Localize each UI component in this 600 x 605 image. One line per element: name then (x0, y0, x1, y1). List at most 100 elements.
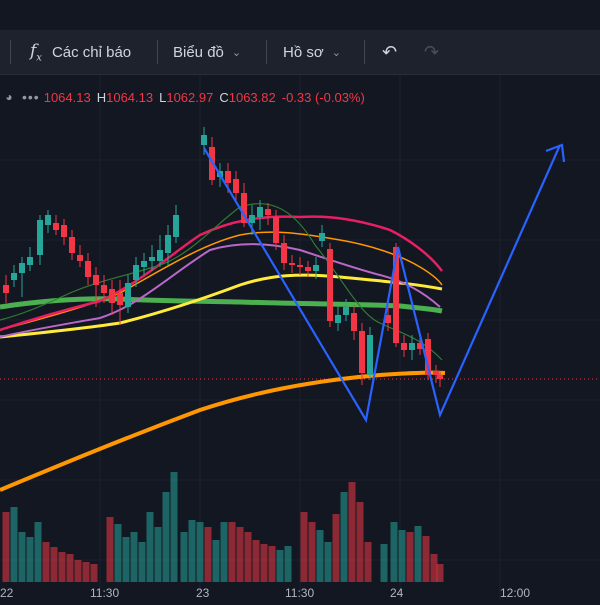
volume-bar (138, 542, 146, 582)
w-pattern-drawing[interactable] (203, 143, 566, 424)
candle-body (133, 265, 139, 280)
volume-bar (324, 542, 332, 582)
volume-bar (26, 537, 34, 582)
volume-bar (18, 532, 26, 582)
volume-bar (316, 530, 324, 582)
volume-bar (106, 517, 114, 582)
candle-body (297, 265, 303, 267)
volume-bar (390, 522, 398, 582)
arrow-head-icon (545, 143, 566, 163)
candle-body (117, 293, 123, 305)
volume-bar (348, 482, 356, 582)
candle-body (417, 343, 423, 349)
toolbar-separator (364, 40, 365, 64)
time-axis: 22 11:30 23 11:30 24 12:00 (0, 586, 600, 600)
candle-body (173, 215, 179, 237)
volume-bar (356, 502, 364, 582)
profile-menu-label: Hồ sơ (283, 43, 324, 61)
time-axis-label: 12:00 (500, 586, 531, 600)
volume-bar (244, 532, 252, 582)
volume-bar (340, 492, 348, 582)
volume-bars (2, 472, 444, 582)
volume-bar (2, 512, 10, 582)
candle-body (367, 335, 373, 375)
volume-bar (332, 514, 340, 582)
candlesticks (3, 127, 443, 387)
indicators-button[interactable]: fx Các chỉ báo (30, 30, 131, 74)
candle-body (409, 343, 415, 350)
undo-button[interactable]: ↶ (382, 30, 397, 74)
volume-bar (114, 524, 122, 582)
volume-bar (276, 550, 284, 582)
candle-body (85, 261, 91, 277)
candle-body (125, 283, 131, 307)
eye-icon[interactable]: ◕ (5, 90, 13, 104)
candle-body (37, 220, 43, 255)
chart-menu-button[interactable]: Biểu đồ ⌄ (173, 30, 241, 74)
volume-bar (50, 547, 58, 582)
indicators-label: Các chỉ báo (51, 43, 132, 61)
candle-body (313, 265, 319, 271)
time-axis-label: 11:30 (285, 586, 315, 600)
purple-moving-average (0, 243, 441, 338)
volume-bar (220, 522, 228, 582)
price-chart[interactable] (0, 75, 600, 600)
toolbar-separator (266, 40, 267, 64)
candle-body (265, 209, 271, 215)
undo-icon: ↶ (382, 41, 398, 62)
function-icon: fx (30, 40, 42, 64)
candle-body (93, 275, 99, 285)
volume-bar (252, 540, 260, 582)
volume-bar (300, 512, 308, 582)
volume-bar (236, 527, 244, 582)
volume-bar (42, 542, 50, 582)
candle-body (327, 249, 333, 321)
pink-moving-average (0, 215, 443, 332)
chart-menu-label: Biểu đồ (173, 43, 224, 61)
time-axis-label: 22 (0, 586, 14, 600)
volume-bar (188, 520, 196, 582)
change-value: -0.33 (-0.03%) (281, 89, 365, 105)
volume-bar (162, 492, 170, 582)
volume-bar (130, 532, 138, 582)
ohlc-legend: ◕ ••• 1064.13 H 1064.13 L 1062.97 C 1063… (0, 88, 365, 106)
volume-bar (228, 522, 236, 582)
volume-bar (380, 544, 388, 582)
profile-menu-button[interactable]: Hồ sơ ⌄ (283, 30, 341, 74)
redo-button[interactable]: ↷ (424, 30, 439, 74)
volume-bar (58, 552, 66, 582)
toolbar-separator (10, 40, 11, 64)
volume-bar (406, 532, 414, 582)
chevron-down-icon: ⌄ (231, 46, 242, 59)
volume-bar (154, 527, 162, 582)
candle-body (157, 250, 163, 261)
redo-icon: ↷ (424, 41, 440, 62)
candle-body (257, 207, 263, 217)
candle-body (11, 273, 17, 280)
candle-body (149, 257, 155, 261)
volume-bar (90, 564, 98, 582)
volume-bar (422, 536, 430, 582)
high-key: H (96, 89, 107, 105)
candle-body (27, 257, 33, 265)
candle-body (225, 171, 231, 183)
candle-body (61, 225, 67, 237)
volume-bar (82, 562, 90, 582)
chart-area[interactable] (0, 75, 600, 600)
more-options-icon[interactable]: ••• (22, 89, 40, 105)
time-axis-label: 23 (196, 586, 210, 600)
candle-body (351, 313, 357, 331)
close-key: C (219, 89, 229, 105)
grid (0, 75, 600, 600)
volume-bar (146, 512, 154, 582)
volume-bar (212, 540, 220, 582)
candle-body (437, 375, 443, 379)
candle-body (53, 223, 59, 230)
volume-bar (436, 564, 444, 582)
candle-body (141, 261, 147, 267)
volume-bar (260, 544, 268, 582)
candle-body (3, 285, 9, 293)
candle-body (101, 285, 107, 293)
volume-bar (196, 522, 204, 582)
window-top-strip (0, 0, 600, 30)
